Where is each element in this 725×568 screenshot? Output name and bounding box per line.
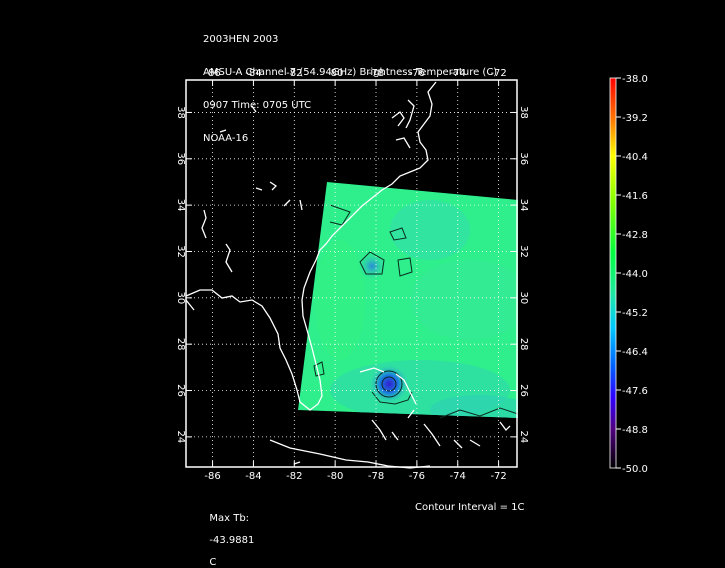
header-line-4: NOAA-16 (203, 133, 249, 144)
max-tb-readout: Max Tb: -43.9881 C (203, 502, 254, 568)
lon-label-bottom: -82 (286, 471, 302, 482)
lat-label-right: 32 (518, 245, 529, 258)
lat-label-left: 28 (175, 338, 186, 351)
lat-label-right: 38 (518, 106, 529, 119)
lat-label-left: 38 (175, 106, 186, 119)
brightness-swath (298, 182, 519, 419)
lon-label-top: -86 (204, 68, 220, 79)
axis-tick-labels: -86 -86 -84 -84 -82 -82 -80 -80 -78 -78 -76 -76 -74 -… (175, 68, 529, 482)
lat-lon-grid (186, 80, 517, 467)
lon-label-bottom: -80 (327, 471, 343, 482)
coastline (185, 81, 511, 469)
colorbar-label: -41.6 (622, 191, 648, 202)
header-line-2: AMSU-A Channel 7 (54.94GHz) Brightness T… (203, 67, 498, 78)
lat-label-right: 28 (518, 338, 529, 351)
lon-label-top: -72 (490, 68, 506, 79)
lon-label-top: -78 (368, 68, 384, 79)
max-tb-label: Max Tb: (209, 513, 250, 524)
lat-label-right: 36 (518, 152, 529, 165)
colorbar-scale (609, 77, 617, 469)
lat-label-left: 32 (175, 245, 186, 258)
map-frame (185, 79, 518, 468)
colorbar-label: -47.6 (622, 386, 648, 397)
lon-label-bottom: -76 (409, 471, 425, 482)
lat-label-left: 36 (175, 152, 186, 165)
colorbar-label: -44.0 (622, 269, 648, 280)
colorbar: -38.0 -39.2 -40.4 -41.6 -42.8 -44.0 -45.2 -46.4… (609, 74, 648, 475)
header: 2003HEN 2003 AMSU-A Channel 7 (54.94GHz)… (203, 12, 497, 155)
lat-label-left: 24 (175, 431, 186, 444)
map-figure: -86 -86 -84 -84 -82 -82 -80 -80 -78 -78 -76 -76 -74 -… (175, 68, 648, 482)
contour-interval: Contour Interval = 1C (415, 502, 525, 513)
lon-label-top: -74 (450, 68, 466, 79)
colorbar-label: -39.2 (622, 113, 648, 124)
lat-label-right: 24 (518, 431, 529, 444)
axis-ticks (186, 80, 517, 467)
contours (313, 204, 519, 419)
colorbar-label: -40.4 (622, 152, 648, 163)
lon-label-top: -84 (245, 68, 261, 79)
colorbar-label: -38.0 (622, 74, 648, 85)
lat-label-right: 34 (518, 199, 529, 212)
lon-label-bottom: -84 (245, 471, 261, 482)
lat-label-left: 34 (175, 199, 186, 212)
lon-label-top: -76 (409, 68, 425, 79)
colorbar-label: -50.0 (622, 464, 648, 475)
lon-label-top: -82 (286, 68, 302, 79)
header-line-1: 2003HEN 2003 (203, 34, 279, 45)
hurricane-eye (369, 364, 409, 404)
lon-label-bottom: -86 (204, 471, 220, 482)
colorbar-label: -42.8 (622, 230, 648, 241)
max-tb-unit: C (209, 557, 217, 568)
lat-label-right: 30 (518, 291, 529, 304)
lat-label-right: 26 (518, 384, 529, 397)
lat-label-left: 26 (175, 384, 186, 397)
lon-label-bottom: -74 (450, 471, 466, 482)
colorbar-label: -48.8 (622, 425, 648, 436)
colorbar-label: -46.4 (622, 347, 648, 358)
lon-label-bottom: -72 (490, 471, 506, 482)
lon-label-top: -80 (327, 68, 343, 79)
colorbar-label: -45.2 (622, 308, 648, 319)
lon-label-bottom: -78 (368, 471, 384, 482)
header-line-3: 0907 Time: 0705 UTC (203, 100, 312, 111)
max-tb-value: -43.9881 (209, 535, 255, 546)
lat-label-left: 30 (175, 291, 186, 304)
